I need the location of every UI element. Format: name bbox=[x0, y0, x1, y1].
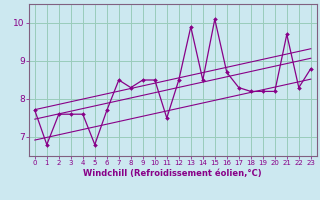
X-axis label: Windchill (Refroidissement éolien,°C): Windchill (Refroidissement éolien,°C) bbox=[84, 169, 262, 178]
